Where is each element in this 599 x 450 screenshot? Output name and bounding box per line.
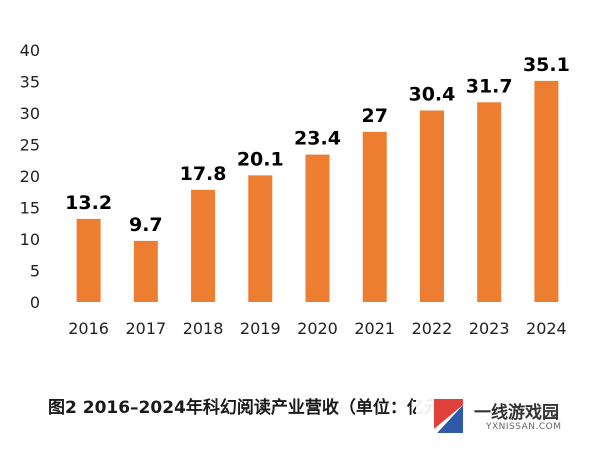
data-label-2017: 9.7 <box>129 214 163 236</box>
bar-2020 <box>305 154 330 302</box>
x-tick-label-2018: 2018 <box>183 319 224 338</box>
data-label-2023: 31.7 <box>466 75 513 97</box>
bars <box>76 80 559 303</box>
y-axis: 0 5 10 15 20 25 30 35 40 <box>20 41 40 312</box>
x-tick-label-2021: 2021 <box>354 319 395 338</box>
data-labels: 13.2 9.7 17.8 20.1 23.4 27 30.4 31.7 35.1 <box>65 54 570 236</box>
y-tick-label: 40 <box>20 41 40 60</box>
bar-2024 <box>534 80 559 303</box>
data-label-2016: 13.2 <box>65 192 112 214</box>
y-tick-label: 5 <box>30 262 40 281</box>
data-label-2019: 20.1 <box>237 148 284 170</box>
y-tick-label: 0 <box>30 293 40 312</box>
watermark-logo-icon <box>434 399 463 433</box>
site-watermark: 一线游戏园 YXNISSAN.COM <box>416 388 599 446</box>
x-tick-label-2020: 2020 <box>297 319 338 338</box>
bar-2017 <box>133 240 158 302</box>
bar-2019 <box>248 175 273 302</box>
x-tick-label-2016: 2016 <box>68 319 109 338</box>
bar-2021 <box>362 131 387 302</box>
y-tick-label: 25 <box>20 136 40 155</box>
data-label-2020: 23.4 <box>294 128 341 150</box>
y-tick-label: 20 <box>20 167 40 186</box>
watermark-title: 一线游戏园 <box>474 403 559 423</box>
x-tick-label-2019: 2019 <box>240 319 281 338</box>
y-tick-label: 35 <box>20 73 40 92</box>
x-tick-label-2022: 2022 <box>412 319 453 338</box>
y-tick-label: 30 <box>20 104 40 123</box>
x-tick-label-2023: 2023 <box>469 319 510 338</box>
y-tick-label: 15 <box>20 199 40 218</box>
bar-2018 <box>191 189 216 302</box>
data-label-2021: 27 <box>361 105 387 127</box>
figure-caption: 图2 2016–2024年科幻阅读产业营收（单位：亿元） <box>48 398 458 418</box>
y-tick-label: 10 <box>20 230 40 249</box>
watermark-subtitle: YXNISSAN.COM <box>486 422 562 432</box>
x-axis: 2016 2017 2018 2019 2020 2021 2022 2023 2024 <box>68 319 566 338</box>
x-tick-label-2024: 2024 <box>526 319 567 338</box>
bar-2022 <box>419 110 444 302</box>
bar-2023 <box>477 102 502 302</box>
data-label-2022: 30.4 <box>408 83 455 105</box>
x-tick-label-2017: 2017 <box>125 319 166 338</box>
data-label-2024: 35.1 <box>523 54 570 76</box>
bar-2016 <box>76 218 101 302</box>
data-label-2018: 17.8 <box>180 163 227 185</box>
